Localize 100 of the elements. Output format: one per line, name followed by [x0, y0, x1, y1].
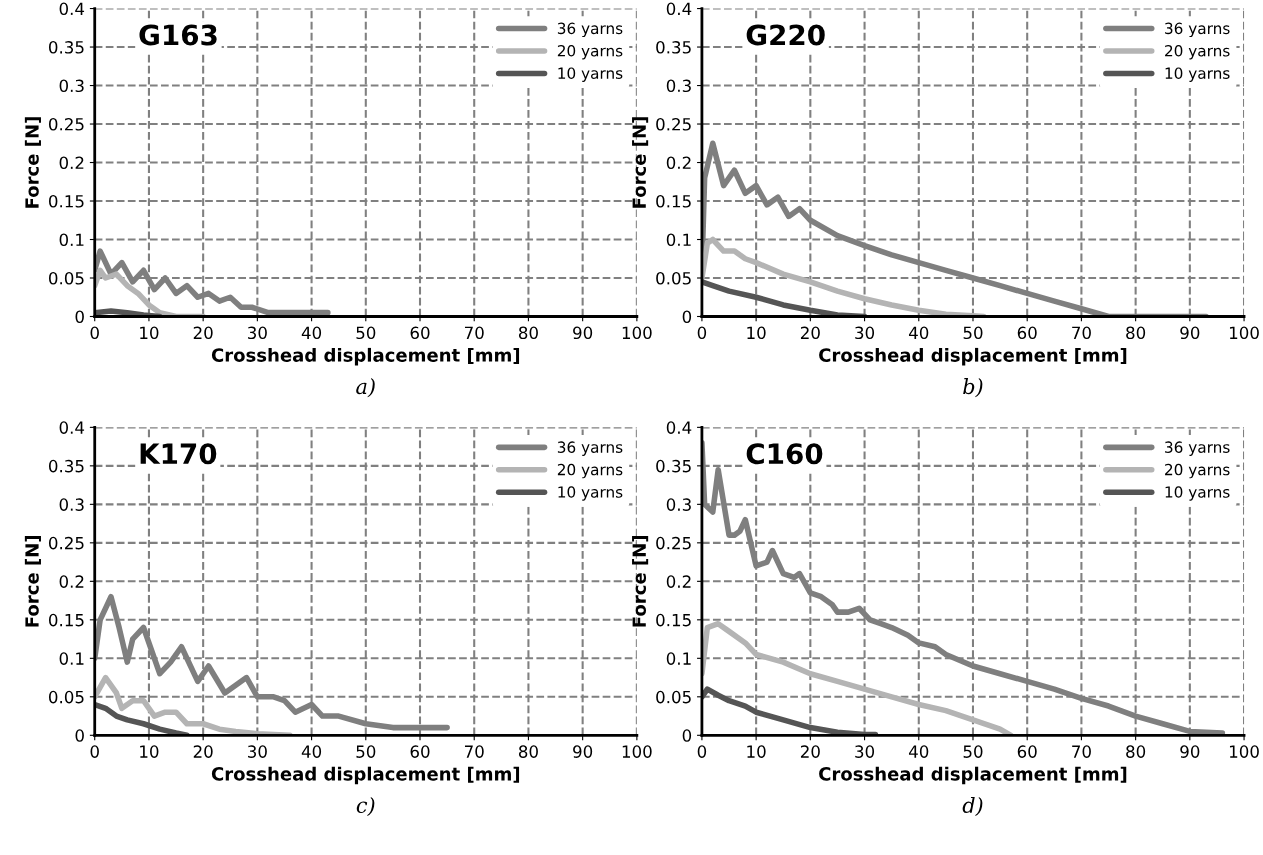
x-tick-label: 0: [90, 745, 99, 758]
y-tick-label: 0.1: [59, 652, 84, 665]
y-tick-label: 0.05: [48, 271, 84, 285]
y-tick-label: 0: [75, 729, 84, 742]
x-tick-label: 30: [248, 326, 267, 340]
x-tick-label: 100: [1229, 326, 1259, 340]
y-tick-label: 0: [75, 310, 84, 324]
x-tick-label: 40: [908, 745, 929, 758]
chart-title: G220: [746, 24, 825, 46]
y-tick-label: 0.1: [666, 233, 691, 247]
x-tick-label: 70: [464, 326, 484, 340]
x-tick-label: 70: [464, 745, 484, 758]
legend-label: 36 yarns: [557, 22, 623, 38]
legend-label: 20 yarns: [1165, 463, 1230, 479]
legend-label: 20 yarns: [557, 463, 623, 479]
y-tick-label: 0.2: [666, 156, 691, 170]
x-tick-label: 20: [193, 326, 213, 340]
x-tick-label: 60: [410, 326, 430, 340]
x-tick-label: 100: [1229, 745, 1259, 758]
y-tick-label: 0.3: [666, 79, 691, 93]
y-axis-title: Force [N]: [632, 117, 649, 208]
x-tick-label: 80: [1126, 745, 1146, 758]
y-axis-title: Force [N]: [24, 535, 41, 627]
legend-label: 36 yarns: [1165, 22, 1230, 38]
x-tick-label: 40: [301, 745, 322, 758]
x-tick-label: 40: [908, 326, 929, 340]
chart-title: C160: [746, 443, 823, 465]
y-tick-label: 0.15: [48, 613, 84, 627]
y-tick-label: 0.4: [59, 2, 85, 16]
y-tick-label: 0.2: [59, 575, 84, 588]
y-tick-label: 0.35: [48, 459, 84, 473]
y-tick-label: 0: [682, 729, 692, 742]
y-axis-title: Force [N]: [632, 535, 649, 627]
y-tick-label: 0.15: [656, 194, 691, 208]
y-tick-label: 0.3: [59, 79, 84, 93]
y-tick-label: 0.25: [656, 117, 691, 131]
x-tick-label: 80: [518, 745, 538, 758]
x-axis-title: Crosshead displacement [mm]: [211, 766, 520, 785]
legend-label: 10 yarns: [558, 67, 623, 82]
y-tick-label: 0.25: [656, 536, 691, 550]
text: d): [962, 796, 983, 816]
y-tick-label: 0.15: [656, 613, 691, 627]
x-tick-label: 90: [573, 745, 593, 758]
x-tick-label: 60: [1017, 745, 1037, 758]
y-tick-label: 0.1: [666, 652, 691, 665]
chart-title: G163: [139, 24, 217, 46]
x-tick-label: 50: [356, 745, 376, 758]
x-tick-label: 100: [622, 745, 652, 758]
x-tick-label: 90: [573, 326, 593, 340]
text: a): [356, 378, 375, 398]
text: b): [963, 378, 983, 398]
y-tick-label: 0.4: [59, 421, 85, 434]
y-tick-label: 0.25: [48, 117, 84, 131]
y-tick-label: 0.4: [666, 421, 692, 434]
x-tick-label: 20: [193, 745, 213, 758]
y-axis-title: Force [N]: [24, 117, 41, 208]
y-tick-label: 0.2: [59, 156, 84, 170]
x-tick-label: 0: [697, 326, 707, 340]
y-tick-label: 0.2: [666, 575, 691, 588]
y-tick-label: 0.25: [48, 536, 84, 550]
y-tick-label: 0.4: [666, 2, 692, 16]
y-tick-label: 0.35: [656, 459, 691, 473]
y-tick-label: 0.3: [666, 498, 691, 511]
x-tick-label: 90: [1180, 745, 1200, 758]
x-tick-label: 50: [356, 326, 376, 340]
x-tick-label: 30: [855, 326, 875, 340]
x-tick-label: 60: [1017, 326, 1037, 340]
x-tick-label: 80: [518, 326, 538, 340]
x-axis-title: Crosshead displacement [mm]: [819, 766, 1127, 785]
x-tick-label: 60: [410, 745, 430, 758]
x-tick-label: 80: [1126, 326, 1146, 340]
y-tick-label: 0.05: [656, 271, 691, 285]
y-tick-label: 0.05: [48, 690, 84, 704]
legend-label: 20 yarns: [557, 44, 623, 60]
y-tick-label: 0.15: [48, 194, 84, 208]
x-tick-label: 20: [800, 326, 820, 340]
legend-label: 10 yarns: [558, 486, 623, 501]
y-tick-label: 0.05: [656, 690, 691, 704]
legend-label: 10 yarns: [1165, 486, 1230, 501]
x-tick-label: 70: [1072, 326, 1091, 340]
x-tick-label: 0: [90, 326, 99, 340]
x-tick-label: 30: [248, 745, 267, 758]
y-tick-label: 0.35: [656, 41, 691, 54]
chart-title: K170: [140, 443, 217, 465]
x-tick-label: 10: [140, 745, 159, 758]
x-tick-label: 20: [800, 745, 820, 758]
y-tick-label: 0.3: [59, 498, 84, 511]
x-tick-label: 100: [622, 326, 652, 340]
x-tick-label: 30: [855, 745, 875, 758]
x-tick-label: 10: [747, 326, 766, 340]
x-axis-title: Crosshead displacement [mm]: [211, 347, 520, 366]
text: c): [356, 796, 375, 816]
x-tick-label: 50: [963, 745, 983, 758]
x-tick-label: 0: [697, 745, 707, 758]
x-tick-label: 70: [1072, 745, 1091, 758]
x-tick-label: 40: [301, 326, 322, 340]
legend-label: 36 yarns: [1165, 441, 1230, 456]
y-tick-label: 0.35: [48, 41, 84, 54]
x-tick-label: 10: [140, 326, 159, 340]
legend-label: 20 yarns: [1165, 44, 1230, 60]
